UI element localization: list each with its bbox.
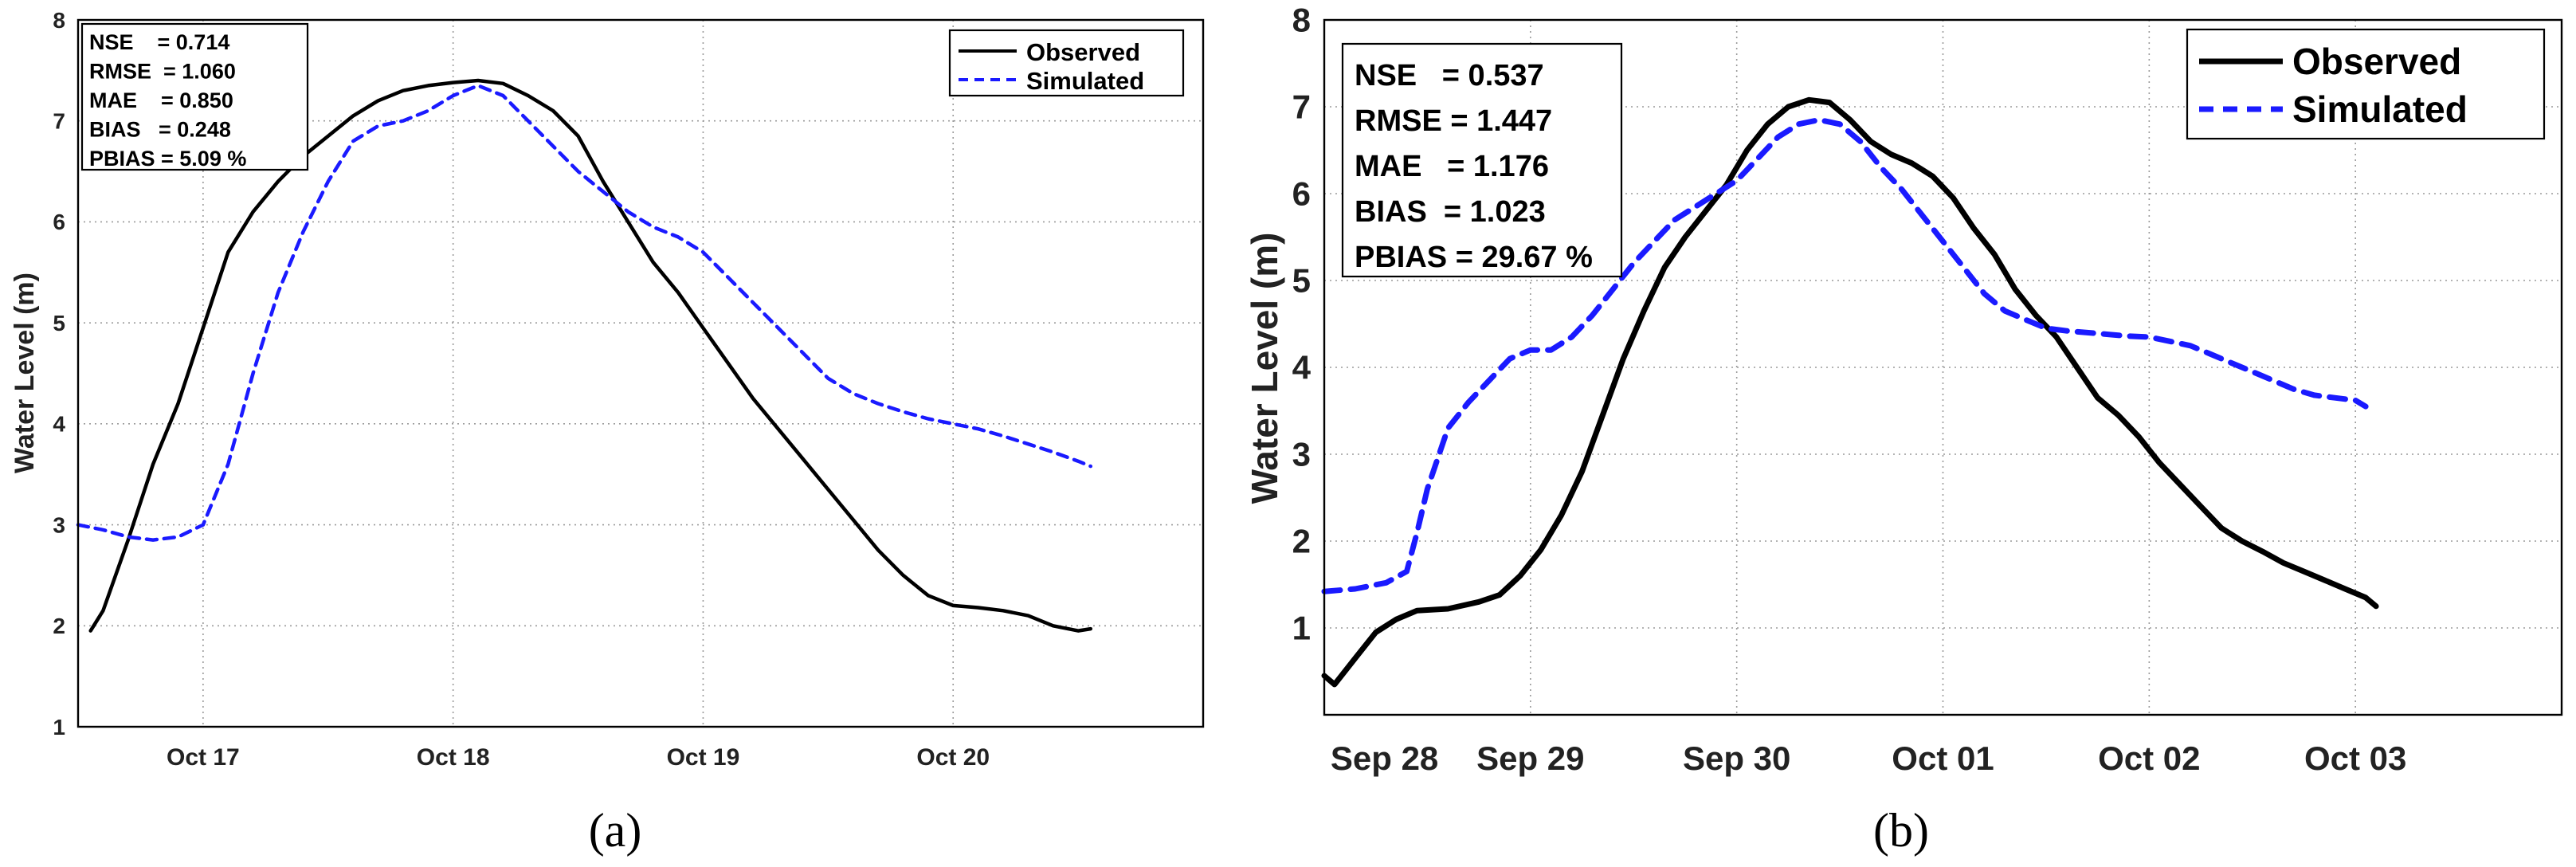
panel-a-plot-frame — [76, 18, 1205, 728]
panel-b-y-tick-label: 3 — [1292, 436, 1311, 473]
panel-a-series — [76, 78, 1093, 633]
panel-a-x-tick-label: Oct 20 — [916, 744, 990, 771]
panel-b-stat-line: PBIAS = 29.67 % — [1355, 241, 1593, 274]
panel-a: 1 2 3 4 5 6 7 8 Oct 17 Oct 18 Oct 19 Oct 20 Water … — [10, 8, 1205, 857]
panel-b-observed-line — [1321, 96, 2379, 688]
panel-b-x-tick-label: Oct 03 — [2304, 740, 2406, 777]
panel-b-stat-line: RMSE = 1.447 — [1355, 104, 1552, 138]
panel-b-stat-line: NSE = 0.537 — [1355, 59, 1544, 92]
panel-b-y-tick-label: 8 — [1292, 2, 1311, 39]
panel-a-stat-line: RMSE = 1.060 — [89, 60, 236, 84]
panel-b-legend-frame — [2186, 28, 2546, 140]
panel-b-legend: Observed Simulated — [2186, 28, 2546, 140]
panel-a-stats-box: NSE = 0.714 RMSE = 1.060 MAE = 0.850 BIAS =… — [80, 22, 309, 171]
panel-b-legend-observed-label: Observed — [2292, 41, 2461, 82]
panel-a-legend: Observed Simulated — [948, 29, 1185, 97]
panel-a-stat-line: BIAS = 0.248 — [89, 118, 231, 142]
panel-a-observed-line — [88, 78, 1093, 633]
panel-a-legend-frame — [948, 29, 1185, 97]
panel-b-y-tick-label: 4 — [1292, 349, 1312, 386]
panel-b-x-tick-label: Sep 30 — [1683, 740, 1790, 777]
panel-a-y-tick-label: 2 — [53, 614, 65, 638]
panel-b: 1 2 3 4 5 6 7 8 Sep 28 Sep 29 Sep 30 Oct 01 Oct 02 O… — [1244, 2, 2563, 857]
panel-a-y-axis-label: Water Level (m) — [10, 273, 40, 473]
panel-b-stats-frame — [1341, 42, 1623, 278]
panel-b-x-tick-label: Sep 28 — [1331, 740, 1438, 777]
panel-a-y-tick-label: 3 — [53, 512, 65, 537]
panel-b-y-tick-label: 5 — [1292, 262, 1311, 300]
panel-a-stat-line: PBIAS = 5.09 % — [89, 147, 246, 171]
panel-b-stats-lines: NSE = 0.537 RMSE = 1.447 MAE = 1.176 BIAS =… — [1355, 59, 1593, 274]
panel-a-y-tick-label: 5 — [53, 311, 65, 335]
panel-b-caption: (b) — [1873, 804, 1929, 857]
panel-a-x-tick-label: Oct 17 — [167, 744, 240, 771]
panel-a-x-tick-label: Oct 19 — [667, 744, 740, 771]
panel-b-stats-box: NSE = 0.537 RMSE = 1.447 MAE = 1.176 BIAS =… — [1341, 42, 1623, 278]
panel-a-legend-simulated-label: Simulated — [1026, 67, 1144, 95]
panel-a-y-tick-label: 4 — [53, 412, 65, 437]
panel-a-y-tick-label: 8 — [53, 8, 65, 33]
panel-b-y-tick-label: 2 — [1292, 523, 1311, 560]
panel-b-y-tick-label: 1 — [1292, 610, 1311, 647]
panel-a-y-ticks: 1 2 3 4 5 6 7 8 — [53, 8, 65, 740]
panel-b-x-tick-label: Oct 02 — [2098, 740, 2200, 777]
panel-b-x-tick-label: Sep 29 — [1476, 740, 1584, 777]
panel-b-simulated-line — [1321, 116, 2369, 594]
panel-b-y-axis-label: Water Level (m) — [1244, 233, 1285, 504]
panel-b-stat-line: BIAS = 1.023 — [1355, 195, 1546, 229]
panel-a-stat-line: NSE = 0.714 — [89, 30, 229, 54]
panel-b-y-tick-label: 6 — [1292, 175, 1311, 213]
panel-b-y-tick-label: 7 — [1292, 88, 1311, 126]
panel-b-plot-frame — [1323, 18, 2563, 716]
panel-a-legend-observed-label: Observed — [1026, 38, 1140, 66]
panel-a-stats-frame — [80, 22, 309, 171]
panel-a-caption: (a) — [589, 804, 642, 857]
panel-a-y-tick-label: 7 — [53, 109, 65, 134]
panel-a-stat-line: MAE = 0.850 — [89, 88, 233, 112]
panel-a-y-tick-label: 6 — [53, 210, 65, 234]
panel-b-x-ticks: Sep 28 Sep 29 Sep 30 Oct 01 Oct 02 Oct 03 — [1331, 740, 2406, 777]
panel-a-stats-lines: NSE = 0.714 RMSE = 1.060 MAE = 0.850 BIAS =… — [89, 30, 246, 171]
panel-a-simulated-line — [76, 84, 1093, 542]
panel-b-y-ticks: 1 2 3 4 5 6 7 8 — [1292, 2, 1312, 647]
panel-b-legend-simulated-label: Simulated — [2292, 88, 2468, 130]
panel-a-x-tick-label: Oct 18 — [417, 744, 490, 771]
panel-a-y-tick-label: 1 — [53, 715, 65, 740]
panel-b-series — [1321, 96, 2379, 688]
panel-a-x-ticks: Oct 17 Oct 18 Oct 19 Oct 20 — [167, 744, 990, 771]
panel-b-stat-line: MAE = 1.176 — [1355, 150, 1549, 183]
panel-b-x-tick-label: Oct 01 — [1892, 740, 1994, 777]
